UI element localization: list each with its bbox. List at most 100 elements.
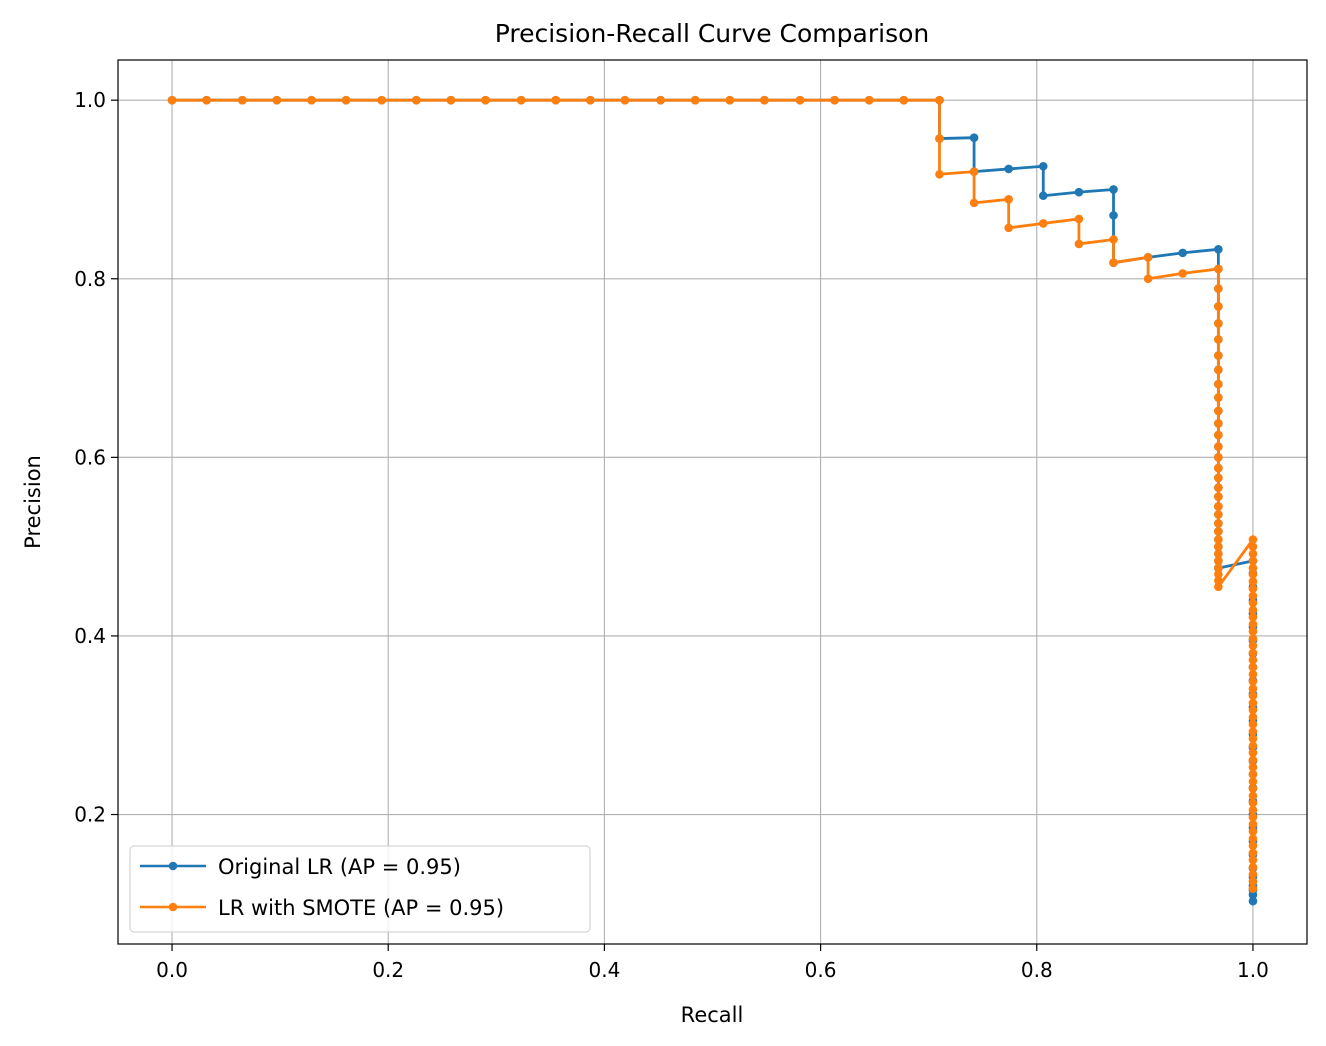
- data-point: [1004, 223, 1013, 233]
- data-point: [969, 133, 979, 142]
- y-tick-label: 0.8: [74, 267, 106, 291]
- data-point: [1214, 570, 1223, 579]
- data-point: [620, 95, 630, 105]
- data-point: [1109, 185, 1118, 194]
- data-point: [272, 95, 282, 105]
- data-point: [1214, 519, 1223, 528]
- x-tick-label: 0.8: [1021, 958, 1053, 982]
- data-point: [1248, 577, 1258, 586]
- data-point: [1248, 691, 1258, 701]
- data-point: [1248, 584, 1258, 593]
- data-point: [864, 95, 874, 105]
- data-point: [1004, 195, 1013, 204]
- x-tick-label: 0.2: [372, 958, 404, 982]
- data-point: [1109, 258, 1118, 267]
- data-point: [1109, 235, 1118, 244]
- x-tick-label: 0.6: [805, 958, 837, 982]
- data-point: [1248, 612, 1258, 622]
- data-point: [1248, 870, 1258, 879]
- data-point: [1248, 741, 1258, 751]
- data-point: [935, 95, 944, 105]
- x-axis-ticks: 0.0 0.2 0.4 0.6 0.8 1.0: [156, 944, 1269, 982]
- data-point: [1214, 483, 1223, 493]
- data-point: [1248, 712, 1258, 722]
- data-point: [1214, 319, 1223, 328]
- data-point: [1214, 245, 1223, 254]
- chart-title: Precision-Recall Curve Comparison: [495, 19, 930, 48]
- data-point: [1178, 269, 1187, 278]
- data-point: [1248, 535, 1258, 544]
- data-point: [1214, 510, 1223, 519]
- data-point: [1074, 214, 1084, 224]
- data-point: [1214, 492, 1223, 501]
- data-point: [935, 169, 944, 179]
- data-point: [1038, 219, 1048, 228]
- data-point: [1248, 834, 1258, 843]
- data-point: [1214, 379, 1223, 389]
- data-point: [1248, 884, 1258, 893]
- data-point: [1178, 248, 1187, 258]
- data-point: [1248, 634, 1258, 643]
- x-axis-label: Recall: [681, 1003, 744, 1027]
- data-point: [1248, 662, 1258, 672]
- data-point: [1248, 563, 1258, 573]
- y-tick-label: 1.0: [74, 88, 106, 112]
- legend-label-original: Original LR (AP = 0.95): [218, 855, 461, 879]
- data-point: [690, 95, 700, 105]
- data-point: [1214, 582, 1223, 592]
- data-point: [1248, 556, 1258, 566]
- data-point: [202, 95, 211, 105]
- data-point: [446, 95, 456, 105]
- data-point: [1214, 430, 1223, 440]
- data-point: [1248, 734, 1258, 743]
- data-point: [1004, 164, 1013, 174]
- series-1: [167, 95, 1258, 893]
- data-point: [1248, 777, 1258, 786]
- data-point: [1248, 848, 1258, 858]
- data-point: [1248, 727, 1258, 736]
- data-point: [1214, 335, 1223, 344]
- data-point: [1248, 841, 1258, 851]
- data-point: [1214, 563, 1223, 573]
- data-point: [1248, 549, 1258, 559]
- x-tick-label: 1.0: [1237, 958, 1269, 982]
- data-point: [1248, 798, 1258, 808]
- data-point: [1248, 827, 1258, 836]
- data-point: [1214, 302, 1223, 311]
- data-point: [1248, 542, 1258, 551]
- data-point: [1248, 620, 1258, 629]
- data-point: [1074, 187, 1084, 197]
- data-point: [1248, 591, 1258, 601]
- data-point: [1248, 862, 1258, 872]
- data-point: [1248, 784, 1258, 793]
- data-point: [1248, 770, 1258, 779]
- x-tick-label: 0.4: [589, 958, 621, 982]
- y-axis-ticks: 0.2 0.4 0.6 0.8 1.0: [74, 88, 118, 827]
- data-point: [1248, 641, 1258, 651]
- data-point: [1248, 896, 1258, 906]
- data-point: [1214, 419, 1223, 428]
- data-point: [1038, 191, 1048, 201]
- y-axis-label: Precision: [21, 455, 45, 549]
- data-point: [1248, 762, 1258, 772]
- data-point: [341, 95, 351, 105]
- data-point: [516, 95, 526, 105]
- data-point: [1214, 556, 1223, 566]
- data-point: [1248, 791, 1258, 801]
- data-point: [1143, 274, 1153, 284]
- data-point: [1214, 535, 1223, 544]
- data-point: [795, 95, 805, 105]
- data-point: [586, 95, 595, 105]
- data-point: [1248, 720, 1258, 729]
- data-point: [1074, 239, 1084, 249]
- data-point: [1248, 570, 1258, 579]
- legend: Original LR (AP = 0.95) LR with SMOTE (A…: [129, 845, 591, 933]
- data-point: [167, 95, 177, 105]
- data-point: [1248, 877, 1258, 886]
- data-point: [935, 134, 944, 143]
- data-point: [1214, 365, 1223, 375]
- data-point: [1214, 393, 1223, 402]
- data-point: [969, 198, 979, 208]
- data-point: [238, 95, 247, 105]
